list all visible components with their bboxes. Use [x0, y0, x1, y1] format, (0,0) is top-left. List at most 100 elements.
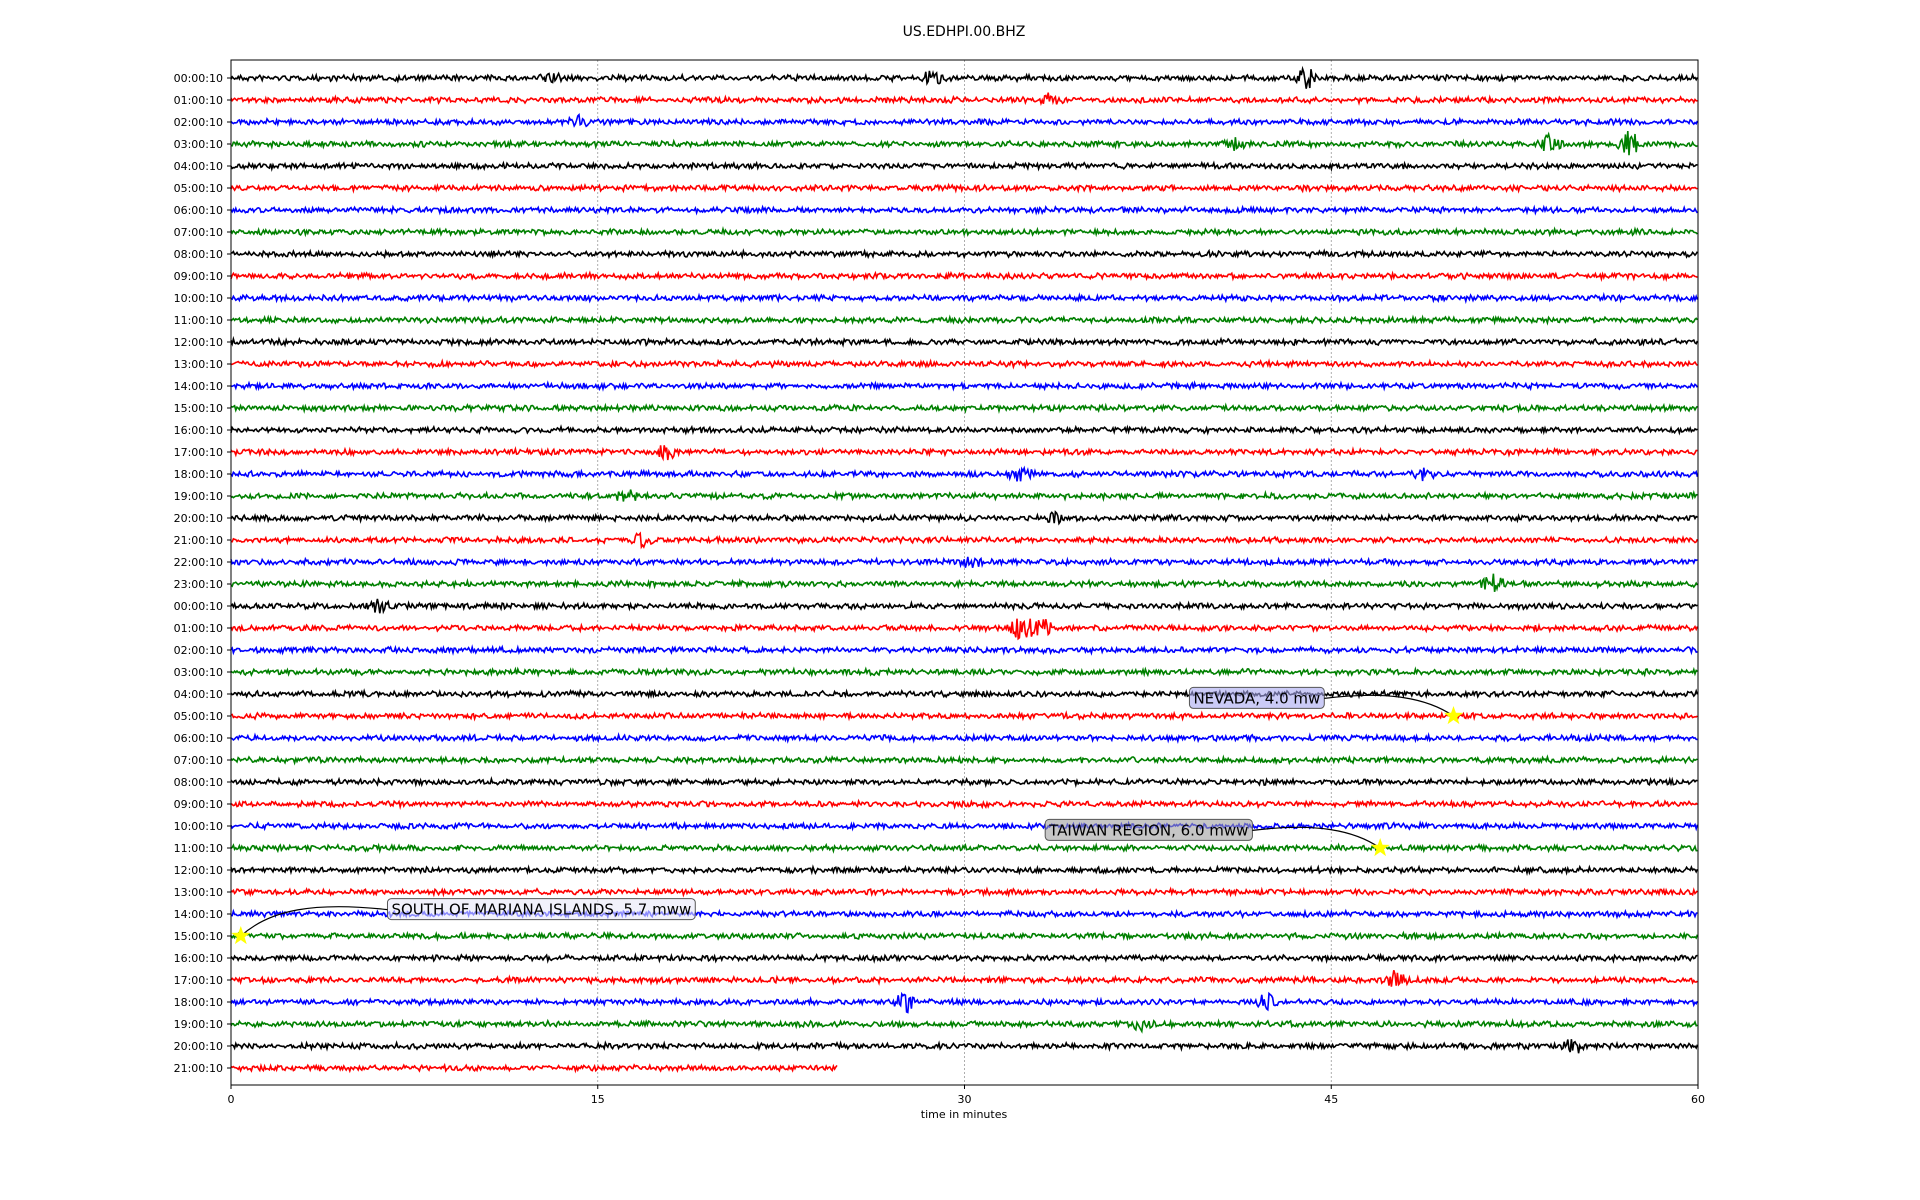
y-tick-label: 04:00:10	[174, 160, 223, 173]
x-axis-label: time in minutes	[921, 1108, 1008, 1121]
trace-line	[230, 510, 1698, 526]
star-icon	[1444, 706, 1463, 725]
y-tick-label: 06:00:10	[174, 204, 223, 217]
y-tick-label: 12:00:10	[174, 336, 223, 349]
trace-line	[230, 732, 1698, 744]
y-tick-label: 14:00:10	[174, 380, 223, 393]
event-annotation: TAIWAN REGION, 6.0 mww	[1044, 818, 1390, 857]
y-tick-label: 07:00:10	[174, 754, 223, 767]
trace-line	[230, 182, 1698, 194]
event-annotation: SOUTH OF MARIANA ISLANDS, 5.7 mww	[231, 898, 696, 945]
y-tick-label: 02:00:10	[174, 644, 223, 657]
trace-line	[230, 644, 1698, 656]
y-tick-label: 01:00:10	[174, 622, 223, 635]
trace-line	[230, 1039, 1699, 1054]
trace-line	[230, 775, 1698, 789]
y-tick-label: 06:00:10	[174, 732, 223, 745]
y-tick-label: 10:00:10	[174, 292, 223, 305]
y-tick-label: 16:00:10	[174, 424, 223, 437]
y-tick-label: 18:00:10	[174, 996, 223, 1009]
chart-title: US.EDHPI.00.BHZ	[903, 24, 1026, 40]
y-tick-label: 03:00:10	[174, 138, 223, 151]
y-tick-label: 07:00:10	[174, 226, 223, 239]
trace-line	[230, 556, 1698, 569]
y-tick-label: 23:00:10	[174, 578, 223, 591]
grid-lines	[597, 60, 1332, 1085]
y-tick-label: 01:00:10	[174, 94, 223, 107]
trace-line	[230, 531, 1699, 550]
x-tick-label: 0	[228, 1093, 235, 1106]
y-tick-label: 17:00:10	[174, 446, 223, 459]
trace-line	[230, 618, 1699, 641]
annotation-arrow	[1324, 694, 1454, 717]
x-tick-label: 60	[1691, 1093, 1705, 1106]
trace-line	[230, 864, 1699, 877]
trace-line	[230, 112, 1699, 128]
y-tick-label: 04:00:10	[174, 688, 223, 701]
y-tick-label: 05:00:10	[174, 710, 223, 723]
y-tick-label: 22:00:10	[174, 556, 223, 569]
y-tick-label: 13:00:10	[174, 886, 223, 899]
trace-line	[230, 204, 1699, 216]
annotations: NEVADA, 4.0 mw TAIWAN REGION, 6.0 mww SOUT…	[231, 686, 1463, 945]
trace-line	[230, 1062, 838, 1074]
annotation-label: NEVADA, 4.0 mw	[1193, 689, 1320, 707]
y-tick-label: 12:00:10	[174, 864, 223, 877]
x-tick-label: 15	[591, 1093, 605, 1106]
trace-line	[230, 465, 1699, 482]
y-tick-label: 09:00:10	[174, 798, 223, 811]
trace-line	[230, 798, 1698, 810]
trace-line	[230, 489, 1698, 503]
y-tick-label: 10:00:10	[174, 820, 223, 833]
annotation-arrow	[240, 906, 388, 937]
trace-line	[230, 160, 1698, 173]
trace-line	[230, 314, 1699, 326]
trace-line	[230, 248, 1699, 260]
trace-line	[230, 130, 1698, 156]
y-tick-label: 09:00:10	[174, 270, 223, 283]
y-tick-label: 13:00:10	[174, 358, 223, 371]
trace-line	[230, 291, 1699, 305]
y-tick-label: 15:00:10	[174, 930, 223, 943]
star-icon	[1370, 838, 1390, 857]
trace-line	[230, 820, 1699, 832]
trace-line	[230, 573, 1699, 592]
trace-line	[230, 335, 1699, 348]
annotation-label: TAIWAN REGION, 6.0 mww	[1048, 821, 1248, 839]
trace-line	[230, 380, 1699, 392]
trace-line	[230, 969, 1698, 987]
trace-line	[230, 688, 1699, 700]
annotation-label: SOUTH OF MARIANA ISLANDS, 5.7 mww	[391, 901, 691, 919]
y-tick-label: 08:00:10	[174, 248, 223, 261]
traces	[230, 65, 1699, 1074]
y-tick-label: 14:00:10	[174, 908, 223, 921]
trace-line	[230, 952, 1698, 965]
y-tick-label: 19:00:10	[174, 490, 223, 503]
y-tick-label: 21:00:10	[174, 534, 223, 547]
trace-line	[230, 424, 1698, 436]
y-tick-label: 03:00:10	[174, 666, 223, 679]
y-tick-label: 08:00:10	[174, 776, 223, 789]
y-tick-label: 20:00:10	[174, 1040, 223, 1053]
y-tick-label: 11:00:10	[174, 314, 223, 327]
trace-line	[230, 92, 1698, 107]
y-tick-label: 02:00:10	[174, 116, 223, 129]
trace-line	[230, 930, 1699, 943]
x-tick-labels: 0 15 30 45 60	[228, 1085, 1705, 1106]
trace-line	[230, 598, 1698, 615]
y-tick-label: 17:00:10	[174, 974, 223, 987]
trace-line	[230, 65, 1699, 89]
trace-line	[231, 358, 1698, 370]
event-annotation: NEVADA, 4.0 mw	[1188, 686, 1463, 725]
trace-line	[230, 842, 1698, 854]
x-tick-label: 45	[1324, 1093, 1338, 1106]
trace-line	[230, 991, 1699, 1014]
trace-line	[230, 886, 1698, 898]
y-tick-label: 18:00:10	[174, 468, 223, 481]
trace-line	[230, 402, 1698, 414]
trace-line	[230, 666, 1698, 678]
annotation-arrow	[1252, 826, 1381, 849]
star-icon	[231, 926, 251, 945]
y-tick-label: 05:00:10	[174, 182, 223, 195]
y-tick-label: 21:00:10	[174, 1062, 223, 1075]
